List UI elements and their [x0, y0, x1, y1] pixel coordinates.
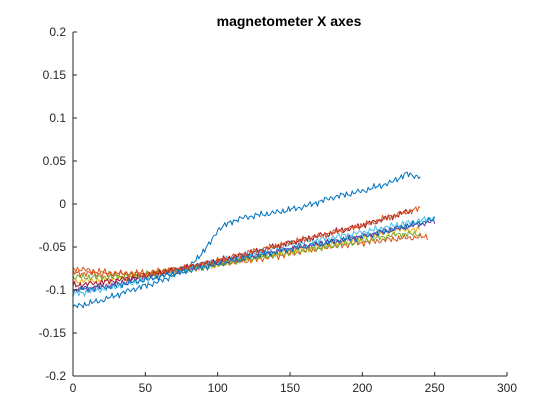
x-tick-label: 250	[425, 381, 445, 395]
y-tick-label: -0.05	[39, 240, 67, 254]
y-tick-label: 0.15	[43, 68, 67, 82]
x-tick-label: 50	[139, 381, 153, 395]
x-tick-label: 100	[208, 381, 228, 395]
y-tick-label: 0.1	[49, 111, 66, 125]
y-tick-label: 0.05	[43, 154, 67, 168]
series-layer	[72, 171, 436, 309]
y-tick-label: -0.2	[45, 369, 66, 383]
series-line-5	[72, 230, 421, 281]
x-tick-label: 200	[352, 381, 372, 395]
series-line-9	[72, 216, 436, 294]
x-tick-label: 300	[497, 381, 517, 395]
chart-title: magnetometer X axes	[217, 13, 362, 29]
x-tick-label: 150	[280, 381, 300, 395]
y-tick-label: -0.1	[45, 283, 66, 297]
x-tick-label: 0	[70, 381, 77, 395]
y-tick-label: 0.2	[49, 25, 66, 39]
y-tick-label: 0	[59, 197, 66, 211]
ticks: 0 50 100 150 200 250 300 -0.2 -0.15 -0.1 -0.05 0 0.0…	[39, 25, 518, 395]
axes	[72, 32, 507, 377]
y-tick-label: -0.15	[39, 326, 67, 340]
series-line-1	[72, 171, 421, 309]
